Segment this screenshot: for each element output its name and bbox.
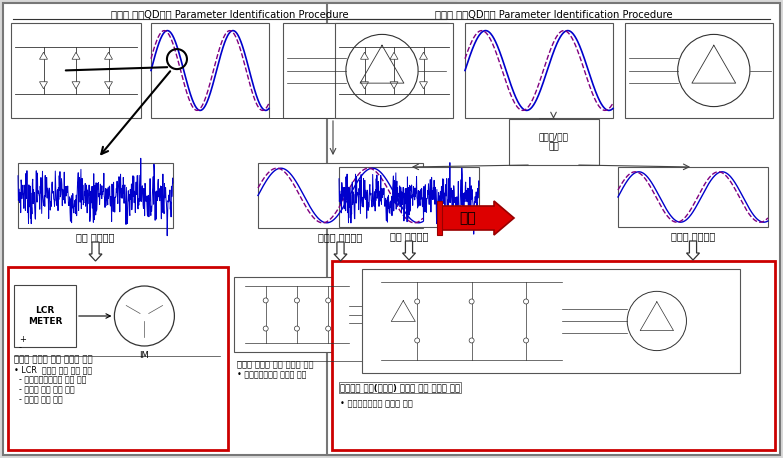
Text: 기본파 입력에 대한 데이터 취득: 기본파 입력에 대한 데이터 취득 [237,360,313,369]
Polygon shape [420,52,428,59]
Text: 기본파와 리플(고조파) 입력에 대한 데이터 취득: 기본파와 리플(고조파) 입력에 대한 데이터 취득 [340,383,460,392]
Bar [283,23,448,118]
Polygon shape [360,52,369,59]
Text: 리플 응답특성: 리플 응답특성 [390,231,428,241]
Bar [332,261,775,450]
Text: 기본파 응답특성: 기본파 응답특성 [319,232,363,242]
Polygon shape [89,242,102,261]
Text: 기본파/리플
분리: 기본파/리플 분리 [539,132,568,152]
Polygon shape [390,52,398,59]
Bar [151,23,269,118]
Circle shape [469,338,474,343]
Text: 제안: 제안 [460,211,476,225]
Circle shape [346,34,418,107]
Text: -: - [19,343,22,352]
Polygon shape [72,82,80,89]
Circle shape [326,326,330,331]
Text: LCR
METER: LCR METER [28,306,62,326]
Bar [508,119,598,165]
Text: • 모터드라이브를 그대로 활용: • 모터드라이브를 그대로 활용 [340,399,413,408]
Bar [618,167,768,227]
Polygon shape [390,82,398,89]
Polygon shape [687,241,699,260]
Polygon shape [104,52,113,59]
Circle shape [524,338,529,343]
Text: • LCR  미터의 별도 장비 필요: • LCR 미터의 별도 장비 필요 [14,365,92,374]
Circle shape [678,34,750,107]
Polygon shape [334,242,347,261]
Text: 제안할 대안QD모델 Parameter Identification Procedure: 제안할 대안QD모델 Parameter Identification Proc… [435,9,673,19]
Text: +: + [19,335,26,344]
Bar [437,201,442,235]
Bar [14,285,76,347]
Polygon shape [360,82,369,89]
Bar [339,167,479,227]
Bar [18,163,173,228]
Circle shape [326,298,330,303]
Bar [258,163,423,228]
Circle shape [294,326,299,331]
Bar [335,23,453,118]
Text: 기본파 응답특성: 기본파 응답특성 [671,231,715,241]
Bar [8,267,228,450]
Circle shape [415,338,420,343]
Circle shape [524,299,529,304]
Circle shape [263,298,269,303]
Polygon shape [72,52,80,59]
Circle shape [263,326,269,331]
Polygon shape [39,82,48,89]
Bar [327,3,780,455]
Circle shape [114,286,175,346]
Bar [11,23,141,118]
Bar [362,269,740,373]
Text: 고조파 입력에 대한 데이터 취득: 고조파 입력에 대한 데이터 취득 [14,355,92,364]
Text: 현재의 대안QD모델 Parameter Identification Procedure: 현재의 대안QD모델 Parameter Identification Proc… [110,9,348,19]
Circle shape [415,299,420,304]
Polygon shape [420,82,428,89]
FancyArrow shape [442,201,514,235]
Polygon shape [104,82,113,89]
Text: - 고정자 결선 변경 필요: - 고정자 결선 변경 필요 [14,385,74,394]
Text: - 회전자 고정 필요: - 회전자 고정 필요 [14,395,63,404]
Text: 리플 응답특성: 리플 응답특성 [76,232,114,242]
Circle shape [469,299,474,304]
Bar [465,23,613,118]
Bar [3,3,456,455]
Bar [625,23,773,118]
Polygon shape [402,241,416,260]
Bar [234,277,451,352]
Text: - 모터드라이브에서 탈거 필요: - 모터드라이브에서 탈거 필요 [14,375,86,384]
Circle shape [294,298,299,303]
Circle shape [382,293,424,336]
Text: IM: IM [139,351,150,360]
Polygon shape [39,52,48,59]
Text: • 모터드라이브를 그대로 활용: • 모터드라이브를 그대로 활용 [237,370,306,379]
Circle shape [627,291,687,351]
